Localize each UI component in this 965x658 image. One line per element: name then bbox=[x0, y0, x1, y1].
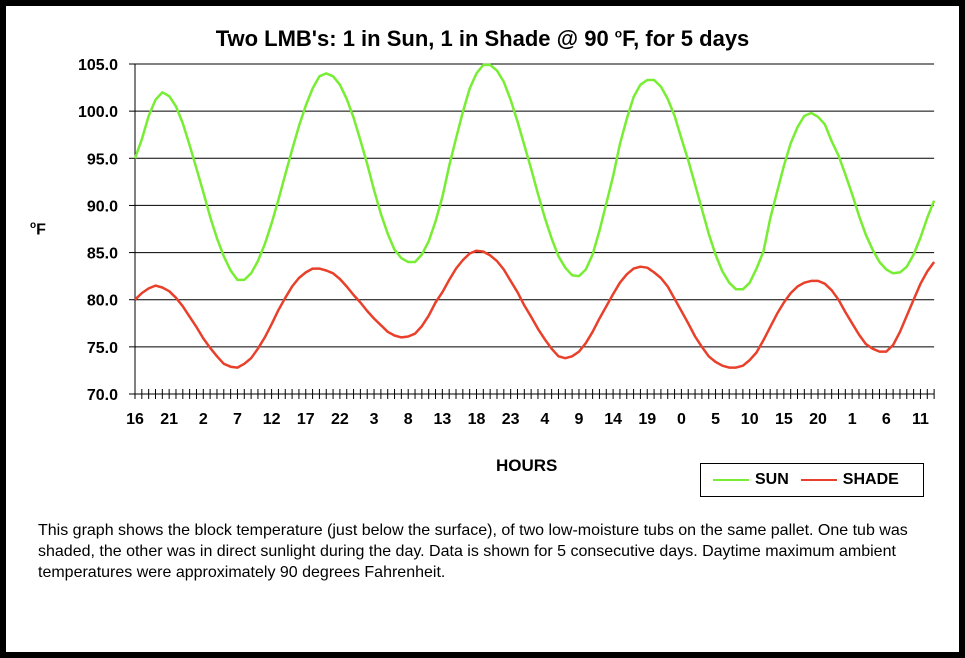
title-text-end: F, for 5 days bbox=[622, 26, 750, 51]
y-tick-label: 90.0 bbox=[87, 198, 118, 215]
x-tick-label: 3 bbox=[370, 411, 379, 428]
x-tick-label: 14 bbox=[604, 411, 622, 428]
x-tick-label: 0 bbox=[677, 411, 686, 428]
y-tick-label: 105.0 bbox=[78, 57, 118, 74]
y-tick-label: 70.0 bbox=[87, 387, 118, 404]
legend-label-sun: SUN bbox=[755, 471, 789, 488]
x-tick-label: 7 bbox=[233, 411, 242, 428]
legend: SUN SHADE bbox=[700, 463, 924, 497]
x-tick-label: 2 bbox=[199, 411, 208, 428]
x-tick-label: 21 bbox=[160, 411, 178, 428]
x-tick-label: 5 bbox=[711, 411, 720, 428]
x-tick-label: 10 bbox=[741, 411, 759, 428]
chart-title: Two LMB's: 1 in Sun, 1 in Shade @ 90 oF,… bbox=[6, 26, 959, 52]
caption: This graph shows the block temperature (… bbox=[38, 522, 908, 581]
x-tick-label: 1 bbox=[848, 411, 857, 428]
y-axis-degree: o bbox=[30, 220, 37, 231]
y-axis-label: oF bbox=[30, 220, 46, 239]
x-axis-label: HOURS bbox=[496, 456, 558, 475]
x-tick-label: 15 bbox=[775, 411, 793, 428]
legend-item-sun: SUN bbox=[713, 471, 789, 489]
x-tick-label: 11 bbox=[912, 411, 929, 428]
y-tick-label: 85.0 bbox=[87, 246, 118, 263]
x-tick-label: 8 bbox=[404, 411, 413, 428]
x-tick-label: 18 bbox=[468, 411, 486, 428]
y-tick-label: 75.0 bbox=[87, 340, 118, 357]
series-line-shade bbox=[134, 249, 936, 369]
x-tick-label: 16 bbox=[126, 411, 144, 428]
x-tick-label: 13 bbox=[433, 411, 451, 428]
x-tick-label: 17 bbox=[297, 411, 315, 428]
y-axis-unit: F bbox=[36, 221, 46, 239]
title-text: Two LMB's: 1 in Sun, 1 in Shade @ 90 bbox=[215, 26, 615, 51]
legend-swatch-shade bbox=[800, 479, 837, 481]
title-degree: o bbox=[614, 26, 623, 41]
y-tick-label: 100.0 bbox=[78, 104, 118, 121]
x-tick-label: 23 bbox=[502, 411, 520, 428]
legend-label-shade: SHADE bbox=[842, 471, 899, 488]
x-tick-label: 12 bbox=[263, 411, 281, 428]
y-tick-label: 80.0 bbox=[87, 293, 118, 310]
x-tick-label: 20 bbox=[809, 411, 827, 428]
x-tick-label: 19 bbox=[638, 411, 656, 428]
y-tick-label: 95.0 bbox=[87, 151, 118, 168]
legend-swatch-sun bbox=[713, 479, 749, 481]
x-tick-label: 9 bbox=[574, 411, 583, 428]
x-tick-label: 4 bbox=[540, 411, 549, 428]
x-tick-label: 6 bbox=[882, 411, 891, 428]
x-tick-label: 22 bbox=[331, 411, 349, 428]
series-line-sun bbox=[133, 63, 936, 291]
legend-item-shade: SHADE bbox=[800, 471, 899, 489]
